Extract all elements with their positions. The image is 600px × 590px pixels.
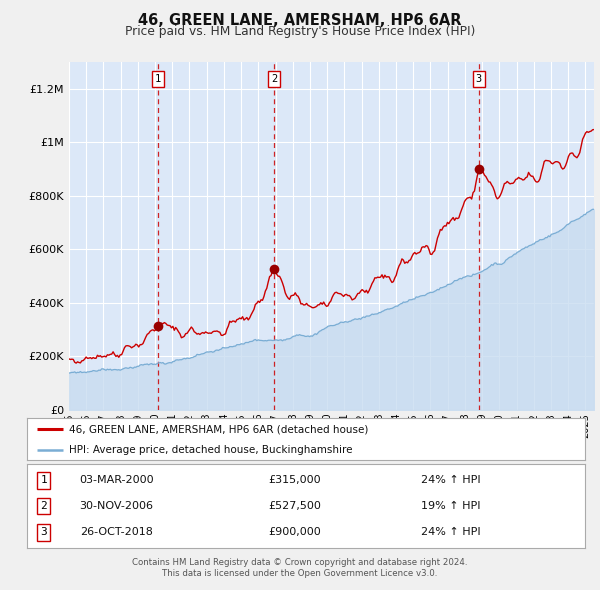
Text: 24% ↑ HPI: 24% ↑ HPI xyxy=(421,527,481,537)
Text: 2: 2 xyxy=(271,74,277,84)
Text: 46, GREEN LANE, AMERSHAM, HP6 6AR (detached house): 46, GREEN LANE, AMERSHAM, HP6 6AR (detac… xyxy=(69,424,368,434)
Text: 1: 1 xyxy=(155,74,161,84)
Text: HPI: Average price, detached house, Buckinghamshire: HPI: Average price, detached house, Buck… xyxy=(69,445,352,454)
Text: 03-MAR-2000: 03-MAR-2000 xyxy=(79,476,154,486)
Text: 46, GREEN LANE, AMERSHAM, HP6 6AR: 46, GREEN LANE, AMERSHAM, HP6 6AR xyxy=(138,13,462,28)
Text: 24% ↑ HPI: 24% ↑ HPI xyxy=(421,476,481,486)
Text: This data is licensed under the Open Government Licence v3.0.: This data is licensed under the Open Gov… xyxy=(163,569,437,578)
Text: £315,000: £315,000 xyxy=(269,476,321,486)
Text: Contains HM Land Registry data © Crown copyright and database right 2024.: Contains HM Land Registry data © Crown c… xyxy=(132,558,468,566)
Text: 19% ↑ HPI: 19% ↑ HPI xyxy=(421,501,481,510)
Text: Price paid vs. HM Land Registry's House Price Index (HPI): Price paid vs. HM Land Registry's House … xyxy=(125,25,475,38)
Text: 1: 1 xyxy=(40,476,47,486)
Text: 30-NOV-2006: 30-NOV-2006 xyxy=(79,501,153,510)
Text: 3: 3 xyxy=(476,74,482,84)
Text: 2: 2 xyxy=(40,501,47,510)
Text: £527,500: £527,500 xyxy=(268,501,321,510)
Text: 3: 3 xyxy=(40,527,47,537)
Text: 26-OCT-2018: 26-OCT-2018 xyxy=(80,527,153,537)
Text: £900,000: £900,000 xyxy=(268,527,321,537)
